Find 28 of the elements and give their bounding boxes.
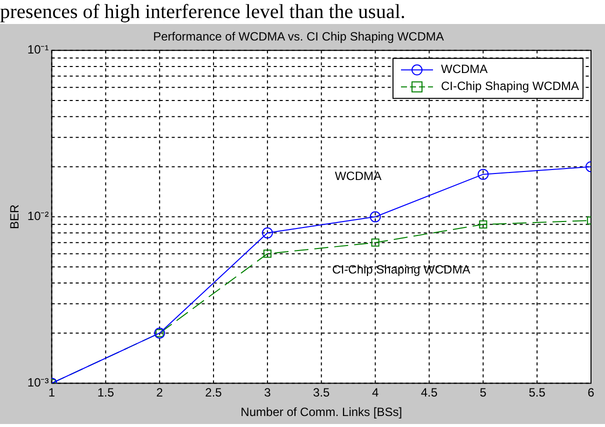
- y-tick-label: 10⁻³: [27, 376, 49, 390]
- x-tick-label: 2.5: [205, 386, 222, 400]
- x-axis-title: Number of Comm. Links [BSs]: [240, 405, 402, 420]
- text: presences of high interference level than the usual.: [0, 0, 406, 24]
- y-tick-label: 10⁻¹: [27, 42, 49, 57]
- point: [478, 168, 489, 180]
- x-tick-label: 4: [372, 386, 379, 400]
- x-tick-label: 3.5: [313, 386, 330, 400]
- point: [370, 211, 381, 222]
- x-tick-label: 2: [156, 386, 164, 400]
- x-tick-label: 3: [264, 386, 272, 400]
- y-tick-label: 10⁻²: [27, 209, 49, 224]
- point: [479, 220, 488, 228]
- x-tick-label: 5.5: [528, 386, 546, 400]
- x-tick-label: 1: [48, 386, 56, 400]
- x-tick-label: 4.5: [420, 386, 438, 400]
- x-tick-label: 5: [480, 386, 487, 400]
- legend-label: CI-Chip Shaping WCDMA: [441, 79, 580, 94]
- annotation: WCDMA: [334, 169, 382, 184]
- point: [262, 227, 273, 238]
- x-tick-label: 6: [588, 386, 595, 400]
- legend-label: WCDMA: [441, 62, 488, 76]
- x-tick-label: 1.5: [97, 386, 114, 400]
- chart-title: Performance of WCDMA vs. CI Chip Shaping WCDMA: [153, 30, 444, 44]
- annotation: CI-Chip Shaping WCDMA: [332, 262, 470, 276]
- point: [263, 250, 272, 258]
- point: [371, 238, 380, 247]
- y-axis-title: BER: [8, 204, 22, 230]
